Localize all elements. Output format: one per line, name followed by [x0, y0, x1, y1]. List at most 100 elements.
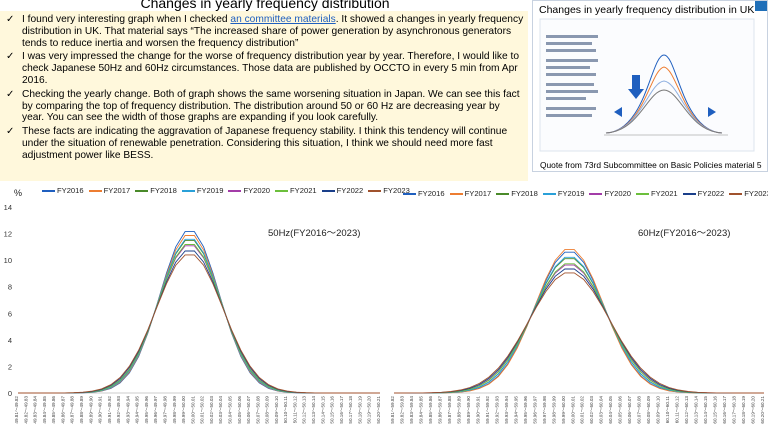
x-tick-label: 59.92～59.93 [494, 396, 499, 424]
x-tick-label: 50.14～50.15 [320, 396, 325, 424]
y-tick-label: 8 [8, 283, 12, 292]
legend-swatch [181, 189, 195, 192]
series-line-fy2022 [394, 268, 764, 394]
x-tick-label: 49.89～49.90 [88, 396, 93, 424]
x-tick-label: 49.82～49.83 [23, 396, 28, 424]
legend-label: FY2019 [196, 186, 224, 195]
x-tick-label: 50.08～50.09 [265, 396, 270, 424]
x-tick-label: 49.83～49.84 [33, 396, 38, 424]
legend-swatch [321, 189, 335, 192]
x-tick-label: 59.91～59.92 [485, 396, 490, 424]
bullet-item: ✓ These facts are indicating the aggravat… [6, 126, 524, 161]
x-tick-label: 50.16～50.17 [339, 396, 344, 424]
x-tick-label: 49.93～49.94 [125, 396, 130, 424]
x-tick-label: 60.12～60.13 [684, 396, 689, 424]
x-tick-label: 49.85～49.86 [51, 396, 56, 424]
y-tick-label: 10 [4, 256, 12, 265]
legend-item: FY2021 [636, 189, 678, 198]
legend-label: FY2023 [383, 186, 410, 195]
committee-materials-link[interactable]: an committee materials [230, 14, 336, 25]
legend-item: FY2022 [682, 189, 725, 198]
x-tick-label: 59.90～59.91 [475, 396, 480, 424]
bullet-text: I found very interesting graph when I ch… [22, 14, 231, 25]
bullet-text: I was very impressed the change for the … [22, 51, 519, 86]
x-tick-label: 59.96～59.97 [532, 396, 537, 424]
x-tick-label: 60.10～60.11 [665, 396, 670, 424]
x-tick-label: 59.95～59.96 [523, 396, 528, 424]
slide-title: Changes in yearly frequency distribution [140, 0, 390, 11]
x-tick-label: 50.12～50.13 [302, 396, 307, 424]
series-line-fy2023 [394, 272, 764, 394]
x-tick-label: 60.06～60.07 [627, 396, 632, 424]
x-tick-label: 50.09～50.10 [274, 396, 279, 424]
x-tick-label: 49.99～50.00 [181, 396, 186, 424]
x-tick-label: 50.07～50.08 [255, 396, 260, 424]
x-tick-label: 49.95～49.96 [144, 396, 149, 424]
x-tick-label: 59.86～59.87 [437, 396, 442, 424]
x-tick-label: 49.96～49.97 [153, 396, 158, 424]
annotation-50hz: 50Hz(FY2016～2023) [268, 228, 361, 239]
legend-label: FY2017 [103, 186, 131, 195]
inset-curve-2 [605, 66, 723, 134]
x-tick-label: 60.02～60.03 [589, 396, 594, 424]
legend-swatch [275, 189, 289, 192]
legend-label: FY2021 [290, 186, 317, 195]
legend-label: FY2019 [557, 189, 585, 198]
x-tick-label: 50.20～50.21 [376, 396, 381, 424]
explanation-textbox: ✓ I found very interesting graph when I c… [0, 11, 528, 181]
checkmark-icon: ✓ [6, 14, 15, 25]
legend-swatch [228, 189, 242, 192]
x-tick-label: 60.14～60.15 [703, 396, 708, 424]
x-tick-label: 59.99～60.00 [561, 396, 566, 424]
x-tick-label: 60.09～60.10 [656, 396, 661, 424]
x-tick-label: 60.11～60.12 [675, 396, 680, 424]
x-tick-label: 50.18～50.19 [357, 396, 362, 424]
y-tick-label: 2 [8, 362, 12, 371]
annotation-60hz: 60Hz(FY2016～2023) [638, 228, 731, 239]
x-tick-label: 50.11～50.12 [292, 396, 297, 424]
legend-label: FY2022 [697, 189, 725, 198]
uk-inset-panel: Changes in yearly frequency distribution… [532, 0, 768, 172]
x-tick-label: 49.87～49.88 [70, 396, 75, 424]
x-tick-label: 50.19～50.20 [367, 396, 372, 424]
x-tick-label: 49.92～49.93 [116, 396, 121, 424]
series-line-fy2019 [18, 238, 380, 394]
x-tick-label: 50.10～50.11 [283, 396, 288, 424]
legend-item: FY2016 [403, 189, 445, 198]
legend-label: FY2020 [243, 186, 271, 195]
inset-arrow-left [614, 107, 622, 117]
bullet-text: These facts are indicating the aggravati… [22, 126, 508, 161]
x-tick-label: 60.04～60.05 [608, 396, 613, 424]
legend-swatch [496, 192, 510, 195]
bullet-item: ✓ I found very interesting graph when I c… [6, 14, 524, 49]
x-tick-label: 60.01～60.02 [580, 396, 585, 424]
legend-item: FY2019 [542, 189, 585, 198]
x-tick-label: 59.97～59.98 [542, 396, 547, 424]
legend-swatch [88, 189, 102, 192]
bullet-item: ✓ I was very impressed the change for th… [6, 51, 524, 86]
legend-swatch [682, 192, 696, 195]
x-tick-label: 49.98～49.99 [172, 396, 177, 424]
y-tick-label: 0 [8, 389, 12, 398]
x-tick-label: 60.00～60.01 [570, 396, 575, 424]
x-tick-label: 60.16～60.17 [722, 396, 727, 424]
inset-title: Changes in yearly frequency distribution… [539, 4, 755, 16]
x-tick-label: 50.02～50.03 [209, 396, 214, 424]
legend-swatch [449, 192, 463, 195]
x-tick-label: 50.00～50.01 [190, 396, 195, 424]
x-tick-label: 49.88～49.89 [79, 396, 84, 424]
inset-caption: Quote from 73rd Subcommittee on Basic Po… [540, 160, 762, 170]
legend-item: FY2020 [589, 189, 631, 198]
legend-label: FY2016 [57, 186, 84, 195]
x-tick-label: 59.84～59.85 [418, 396, 423, 424]
x-tick-label: 60.19～60.20 [751, 396, 756, 424]
x-tick-label: 50.06～50.07 [246, 396, 251, 424]
legend-item: FY2020 [228, 186, 270, 195]
inset-curve-4 [605, 89, 723, 134]
legend-swatch [729, 192, 743, 195]
x-tick-label: 49.90～49.91 [98, 396, 103, 424]
inset-curve-1 [605, 54, 723, 134]
x-tick-label: 59.81～59.82 [390, 396, 395, 424]
y-tick-label: 6 [8, 309, 12, 318]
series-line-fy2022 [18, 250, 380, 394]
